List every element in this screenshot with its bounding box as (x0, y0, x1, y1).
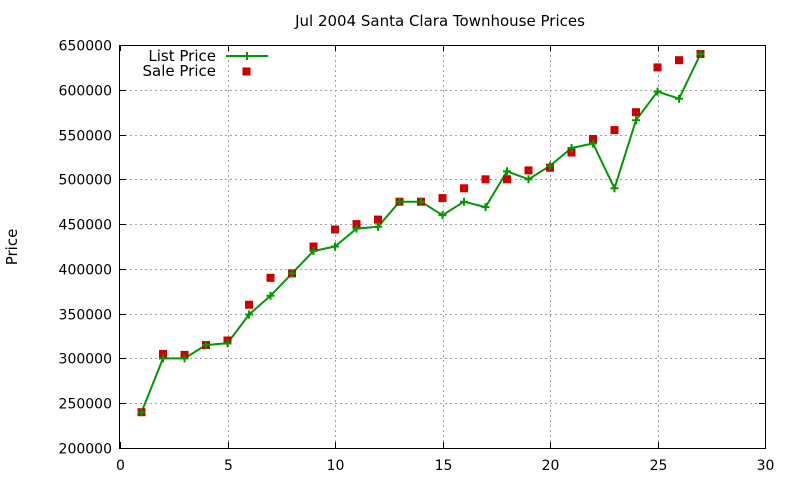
list-price-point (159, 354, 167, 363)
y-tick-label: 650000 (59, 39, 112, 55)
list-price-point (288, 269, 296, 278)
legend: List Price Sale Price (143, 47, 268, 80)
sale-price-point (589, 135, 597, 143)
y-tick-label: 500000 (59, 173, 112, 189)
legend-label-list-price: List Price (148, 47, 216, 65)
list-price-point (503, 167, 511, 176)
list-price-point (417, 197, 425, 206)
y-tick-label: 250000 (59, 397, 112, 413)
x-tick-label: 15 (435, 458, 453, 474)
legend-label-sale-price: Sale Price (143, 62, 216, 80)
list-price-point (546, 161, 554, 170)
list-price-point (395, 197, 404, 206)
list-price-point (180, 354, 189, 363)
list-price-point (460, 197, 468, 206)
sale-price-point (159, 350, 167, 358)
list-price-point (696, 49, 705, 58)
list-price-point (567, 143, 576, 152)
y-tick-labels: 200000 250000 300000 350000 400000 450000 5000… (59, 39, 112, 458)
plot-frame (119, 45, 766, 449)
list-price-point (374, 222, 382, 231)
list-price-point (675, 94, 683, 103)
list-price-point (309, 246, 318, 255)
y-tick-label: 350000 (59, 308, 112, 324)
axis-ticks (120, 45, 766, 449)
sale-price-point (309, 242, 318, 251)
legend-swatch-list-price (226, 52, 268, 60)
sale-price-point (266, 273, 275, 282)
sale-price-point (503, 175, 511, 184)
list-price-point (223, 339, 232, 348)
x-tick-label: 10 (327, 458, 345, 474)
x-tick-label: 30 (757, 458, 775, 474)
sale-price-point (438, 194, 447, 203)
sale-price-point (567, 148, 576, 157)
list-price-point (137, 408, 146, 417)
y-tick-label: 550000 (59, 129, 112, 145)
x-tick-labels: 0 5 10 15 20 25 30 (116, 458, 774, 474)
list-price-point (331, 242, 339, 251)
x-tick-label: 20 (542, 458, 560, 474)
sale-price-point (245, 300, 253, 309)
sale-price-point (352, 220, 361, 229)
list-price-point (589, 139, 597, 148)
list-price-point (653, 87, 662, 96)
sale-price-point (675, 56, 683, 65)
list-price-point (524, 175, 533, 184)
list-price-point (632, 116, 640, 125)
x-tick-label: 0 (116, 458, 125, 474)
grid-lines (120, 45, 765, 448)
series-layer (137, 49, 705, 417)
x-tick-label: 5 (224, 458, 233, 474)
chart-title: Jul 2004 Santa Clara Townhouse Prices (294, 12, 585, 30)
sale-price-point (653, 63, 662, 72)
x-tick-label: 25 (650, 458, 668, 474)
list-price-point (438, 211, 447, 220)
list-price-point (245, 310, 253, 319)
list-price-point (481, 203, 490, 212)
y-tick-label: 600000 (59, 84, 112, 100)
list-price-point (202, 341, 210, 350)
list-price-point (610, 184, 619, 193)
sale-price-point (632, 108, 640, 117)
sale-price-point (481, 175, 490, 184)
sale-price-point (374, 215, 382, 224)
y-axis-label: Price (3, 229, 21, 266)
legend-swatch-sale-price (242, 67, 251, 76)
sale-price-point (460, 184, 468, 193)
list-price-point (352, 224, 361, 233)
sale-price-point (524, 166, 533, 175)
y-tick-label: 200000 (59, 442, 112, 458)
sale-price-point (610, 126, 619, 135)
y-tick-label: 300000 (59, 352, 112, 368)
y-tick-label: 400000 (59, 263, 112, 279)
list-price-point (266, 291, 275, 300)
sale-price-point (331, 225, 339, 234)
y-tick-label: 450000 (59, 218, 112, 234)
